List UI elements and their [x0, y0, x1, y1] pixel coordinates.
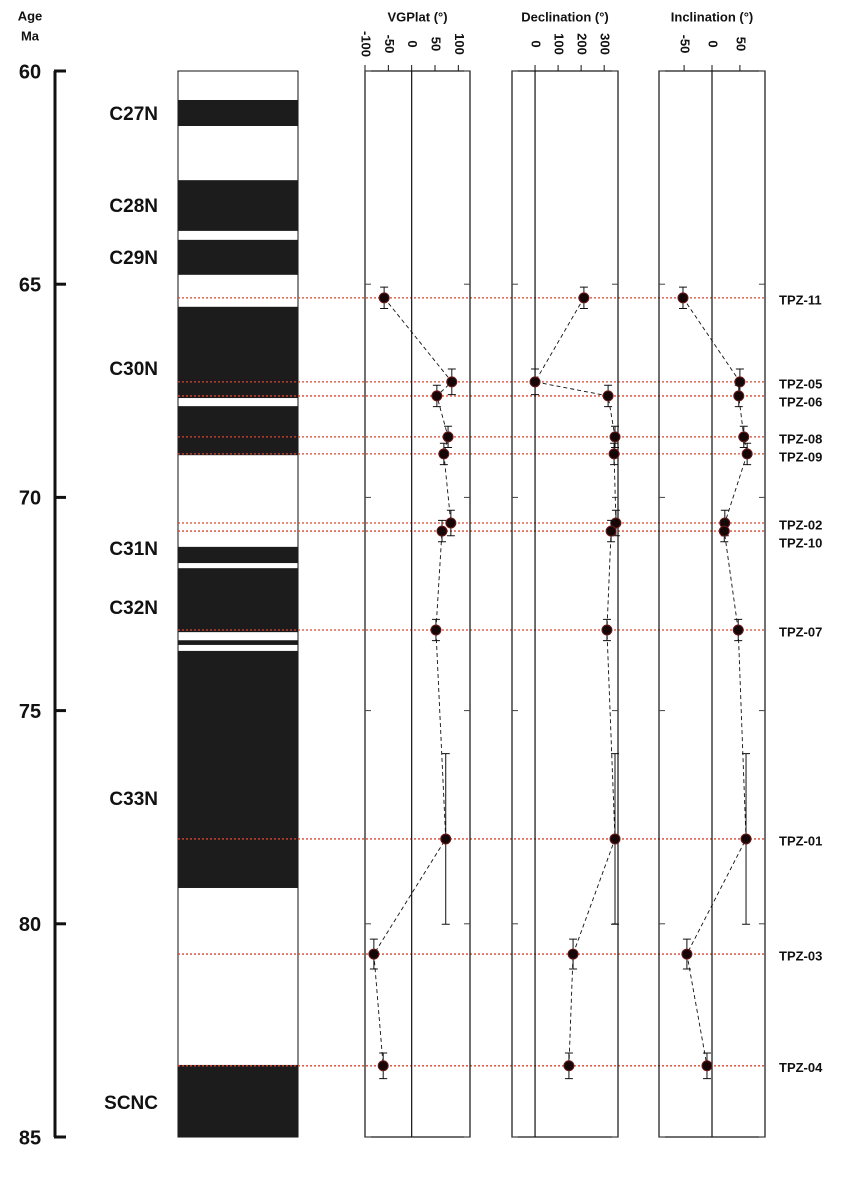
data-point	[681, 948, 693, 960]
sample-label: TPZ-11	[779, 292, 822, 307]
data-point	[701, 1060, 713, 1072]
normal-interval	[178, 640, 298, 645]
sample-label: TPZ-01	[779, 833, 822, 848]
data-point	[446, 376, 458, 388]
panel-title: Inclination (°)	[671, 9, 753, 24]
data-point	[377, 1060, 389, 1072]
x-tick-label: 50	[733, 37, 748, 51]
trend-line	[373, 297, 453, 1066]
panel-frame	[511, 70, 619, 1138]
data-point	[732, 624, 744, 636]
x-tick-label: 300	[598, 33, 613, 55]
data-point	[733, 390, 745, 402]
chron-label: SCNC	[104, 1093, 158, 1114]
age-tick-label: 65	[19, 274, 41, 296]
data-point	[738, 431, 750, 443]
normal-interval	[178, 306, 298, 399]
normal-interval	[178, 99, 298, 127]
x-tick-label: -100	[359, 31, 374, 57]
data-point	[378, 292, 390, 304]
data-point	[741, 448, 753, 460]
data-point	[440, 833, 452, 845]
sample-label: TPZ-07	[779, 624, 822, 639]
age-tick-label: 75	[19, 701, 41, 723]
normal-interval	[178, 239, 298, 275]
data-point	[601, 624, 613, 636]
x-tick-label: -50	[678, 35, 693, 54]
panel-title: Declination (°)	[521, 9, 609, 24]
normal-interval	[178, 546, 298, 564]
chron-label: C28N	[109, 196, 158, 217]
chron-label: C30N	[109, 359, 158, 380]
data-point	[609, 833, 621, 845]
sample-label: TPZ-02	[779, 517, 822, 532]
data-point	[734, 376, 746, 388]
age-tick-label: 60	[19, 61, 41, 83]
sample-label: TPZ-04	[779, 1060, 823, 1075]
chron-label: C27N	[109, 104, 158, 125]
normal-interval	[178, 180, 298, 231]
x-tick-label: 0	[706, 40, 721, 47]
x-tick-label: -50	[382, 35, 397, 54]
sample-label: TPZ-10	[779, 535, 822, 550]
sample-label: TPZ-05	[779, 376, 822, 391]
x-tick-label: 200	[575, 33, 590, 55]
sample-label: TPZ-09	[779, 449, 822, 464]
data-point	[718, 525, 730, 537]
data-point	[438, 448, 450, 460]
x-tick-label: 0	[405, 40, 420, 47]
data-point	[609, 431, 621, 443]
age-title: Age	[18, 8, 43, 23]
data-point	[436, 525, 448, 537]
chron-label: C31N	[109, 539, 158, 560]
age-tick-label: 70	[19, 488, 41, 510]
chron-label: C29N	[109, 248, 158, 269]
sample-label: TPZ-06	[779, 394, 822, 409]
chron-label: C32N	[109, 598, 158, 619]
data-point	[605, 525, 617, 537]
trend-line	[682, 297, 748, 1066]
panel-frame	[364, 70, 471, 1138]
data-point	[608, 448, 620, 460]
data-point	[442, 431, 454, 443]
x-tick-label: 0	[529, 40, 544, 47]
age-unit: Ma	[21, 28, 40, 43]
normal-interval	[178, 1064, 298, 1137]
data-point	[578, 292, 590, 304]
chron-label: C33N	[109, 789, 158, 810]
x-tick-label: 50	[429, 37, 444, 51]
data-point	[740, 833, 752, 845]
normal-interval	[178, 406, 298, 456]
data-point	[431, 390, 443, 402]
x-tick-label: 100	[552, 33, 567, 55]
panel-title: VGPlat (°)	[387, 9, 447, 24]
data-point	[677, 292, 689, 304]
data-point	[445, 517, 457, 529]
age-tick-label: 85	[19, 1127, 41, 1149]
sample-label: TPZ-08	[779, 431, 822, 446]
data-point	[430, 624, 442, 636]
sample-label: TPZ-03	[779, 949, 822, 964]
normal-interval	[178, 650, 298, 888]
data-point	[529, 376, 541, 388]
data-point	[567, 948, 579, 960]
data-point	[563, 1060, 575, 1072]
age-tick-label: 80	[19, 914, 41, 936]
data-point	[368, 948, 380, 960]
data-point	[602, 390, 614, 402]
normal-interval	[178, 568, 298, 633]
x-tick-label: 100	[452, 33, 467, 55]
